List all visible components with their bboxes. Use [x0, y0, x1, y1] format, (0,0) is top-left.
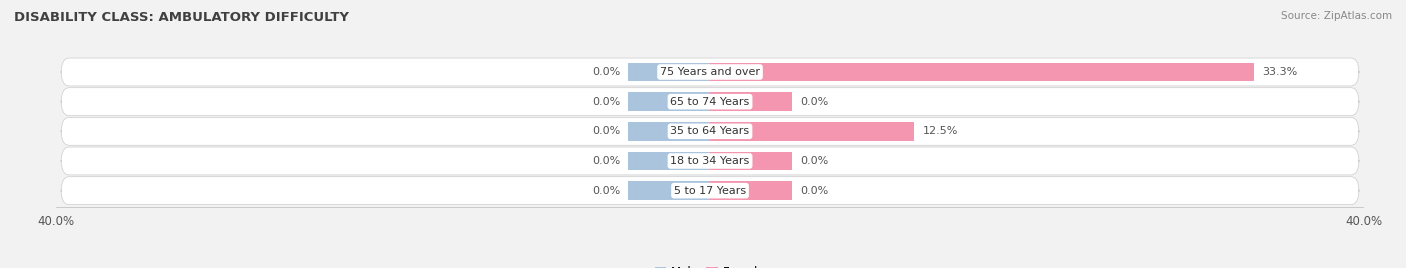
- Bar: [710, 181, 792, 200]
- FancyBboxPatch shape: [60, 177, 1360, 204]
- Bar: [710, 63, 1254, 81]
- Text: 0.0%: 0.0%: [592, 126, 620, 136]
- Bar: [710, 92, 792, 111]
- Text: 75 Years and over: 75 Years and over: [659, 67, 761, 77]
- Bar: [628, 63, 710, 81]
- Text: 0.0%: 0.0%: [592, 156, 620, 166]
- Text: 0.0%: 0.0%: [800, 156, 828, 166]
- Text: 0.0%: 0.0%: [800, 97, 828, 107]
- Text: 0.0%: 0.0%: [592, 186, 620, 196]
- FancyBboxPatch shape: [60, 147, 1360, 175]
- Bar: [628, 181, 710, 200]
- FancyBboxPatch shape: [60, 58, 1360, 86]
- Bar: [710, 122, 914, 140]
- Text: 33.3%: 33.3%: [1263, 67, 1298, 77]
- Bar: [710, 152, 792, 170]
- Text: 18 to 34 Years: 18 to 34 Years: [671, 156, 749, 166]
- Bar: [628, 122, 710, 140]
- Text: 0.0%: 0.0%: [800, 186, 828, 196]
- Bar: [628, 92, 710, 111]
- Text: 0.0%: 0.0%: [592, 67, 620, 77]
- Text: DISABILITY CLASS: AMBULATORY DIFFICULTY: DISABILITY CLASS: AMBULATORY DIFFICULTY: [14, 11, 349, 24]
- FancyBboxPatch shape: [60, 88, 1360, 116]
- Legend: Male, Female: Male, Female: [650, 262, 770, 268]
- Text: 35 to 64 Years: 35 to 64 Years: [671, 126, 749, 136]
- Text: Source: ZipAtlas.com: Source: ZipAtlas.com: [1281, 11, 1392, 21]
- Text: 5 to 17 Years: 5 to 17 Years: [673, 186, 747, 196]
- Text: 65 to 74 Years: 65 to 74 Years: [671, 97, 749, 107]
- FancyBboxPatch shape: [60, 117, 1360, 145]
- Text: 0.0%: 0.0%: [592, 97, 620, 107]
- Text: 12.5%: 12.5%: [922, 126, 957, 136]
- Bar: [628, 152, 710, 170]
